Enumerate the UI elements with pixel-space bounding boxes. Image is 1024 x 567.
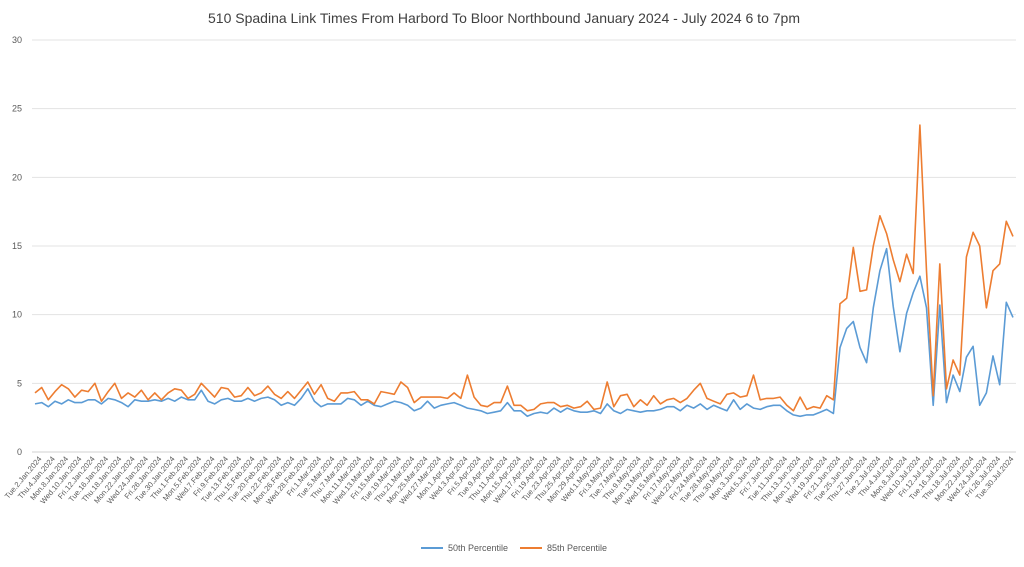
y-tick-label: 0 xyxy=(17,447,22,457)
legend-entry: 85th Percentile xyxy=(547,543,607,553)
y-tick-label: 10 xyxy=(12,310,22,320)
y-axis: 0 5 10 15 20 25 30 xyxy=(12,35,22,457)
series-line-p85 xyxy=(34,124,1014,412)
y-tick-label: 20 xyxy=(12,172,22,182)
x-axis: Tue.2.Jan.2024Thu.4.Jan.2024Mon.8.Jan.20… xyxy=(3,455,1016,507)
series-line-p50 xyxy=(34,247,1014,418)
y-tick-label: 25 xyxy=(12,104,22,114)
y-tick-label: 15 xyxy=(12,241,22,251)
gridlines xyxy=(32,39,1016,453)
legend-entry: 50th Percentile xyxy=(448,543,508,553)
series-lines xyxy=(34,124,1014,418)
y-tick-label: 5 xyxy=(17,378,22,388)
legend: 50th Percentile 85th Percentile xyxy=(421,543,607,553)
y-tick-label: 30 xyxy=(12,35,22,45)
chart-title: 510 Spadina Link Times From Harbord To B… xyxy=(208,10,800,26)
